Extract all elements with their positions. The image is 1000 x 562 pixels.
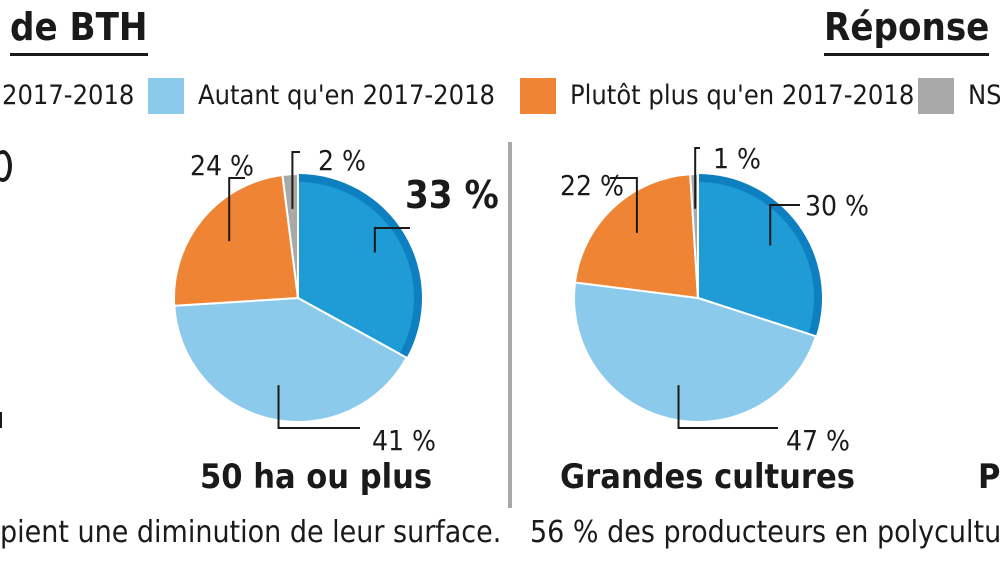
legend-swatch bbox=[148, 78, 184, 114]
legend-label: Plutôt plus qu'en 2017-2018 bbox=[570, 80, 915, 111]
section-heading-right: Réponse bbox=[824, 2, 990, 56]
cropped-mark bbox=[0, 150, 12, 182]
leader-line bbox=[677, 385, 778, 429]
pie-chart-50ha: 33 % 41 % 24 % 2 % bbox=[173, 144, 499, 457]
pie-chart-grandes-cultures: 30 % 47 % 22 % 1 % bbox=[560, 142, 869, 457]
slice-label: 22 % bbox=[560, 169, 624, 202]
section-heading-right-text: Réponse bbox=[824, 5, 990, 49]
caption-left: pient une diminution de leur surface. bbox=[0, 515, 502, 550]
slice-label: 1 % bbox=[713, 142, 761, 175]
leader-line bbox=[769, 204, 800, 246]
legend-label: 2017-2018 bbox=[2, 80, 135, 111]
slice-label: 41 % bbox=[372, 424, 436, 457]
legend-item-ns: NS bbox=[918, 76, 1000, 116]
pie-slice bbox=[573, 281, 818, 423]
slice-label: 33 % bbox=[405, 173, 499, 217]
pie-subtitle-cropped: P bbox=[978, 457, 1000, 497]
pie-slice bbox=[173, 173, 300, 307]
leader-line bbox=[277, 385, 360, 429]
slice-label: 24 % bbox=[190, 149, 254, 182]
pie-slice-ring bbox=[298, 174, 422, 358]
leader-line bbox=[694, 147, 700, 209]
leader-line bbox=[610, 177, 638, 233]
legend-item-plus: Plutôt plus qu'en 2017-2018 bbox=[520, 76, 914, 116]
caption-right: 56 % des producteurs en polycultur bbox=[530, 515, 1000, 550]
leader-line bbox=[291, 151, 300, 209]
slice-label: 2 % bbox=[318, 144, 366, 177]
slice-label: 47 % bbox=[786, 424, 850, 457]
pie-slice bbox=[573, 173, 700, 300]
pie-subtitle-50ha: 50 ha ou plus bbox=[200, 457, 433, 497]
legend-swatch bbox=[918, 78, 954, 114]
section-heading-left: de BTH bbox=[10, 2, 148, 56]
legend-item-autant: Autant qu'en 2017-2018 bbox=[148, 76, 495, 116]
section-heading-left-text: de BTH bbox=[10, 5, 148, 49]
legend-label: NS bbox=[968, 80, 1000, 111]
pie-subtitle-grandes-cultures: Grandes cultures bbox=[560, 457, 855, 497]
pie-slice bbox=[173, 296, 409, 423]
chart-legend: 2017-2018 Autant qu'en 2017-2018 Plutôt … bbox=[0, 76, 1000, 116]
heading-underline bbox=[824, 53, 990, 56]
legend-item-diminution: 2017-2018 bbox=[2, 76, 134, 116]
cropped-mark bbox=[0, 412, 2, 428]
legend-label: Autant qu'en 2017-2018 bbox=[198, 80, 495, 111]
leader-line bbox=[373, 227, 410, 253]
heading-underline bbox=[10, 53, 148, 56]
column-divider bbox=[508, 142, 512, 508]
legend-swatch bbox=[520, 78, 556, 114]
leader-line bbox=[228, 177, 245, 242]
pie-slice bbox=[281, 172, 299, 299]
slice-label: 30 % bbox=[805, 189, 869, 222]
